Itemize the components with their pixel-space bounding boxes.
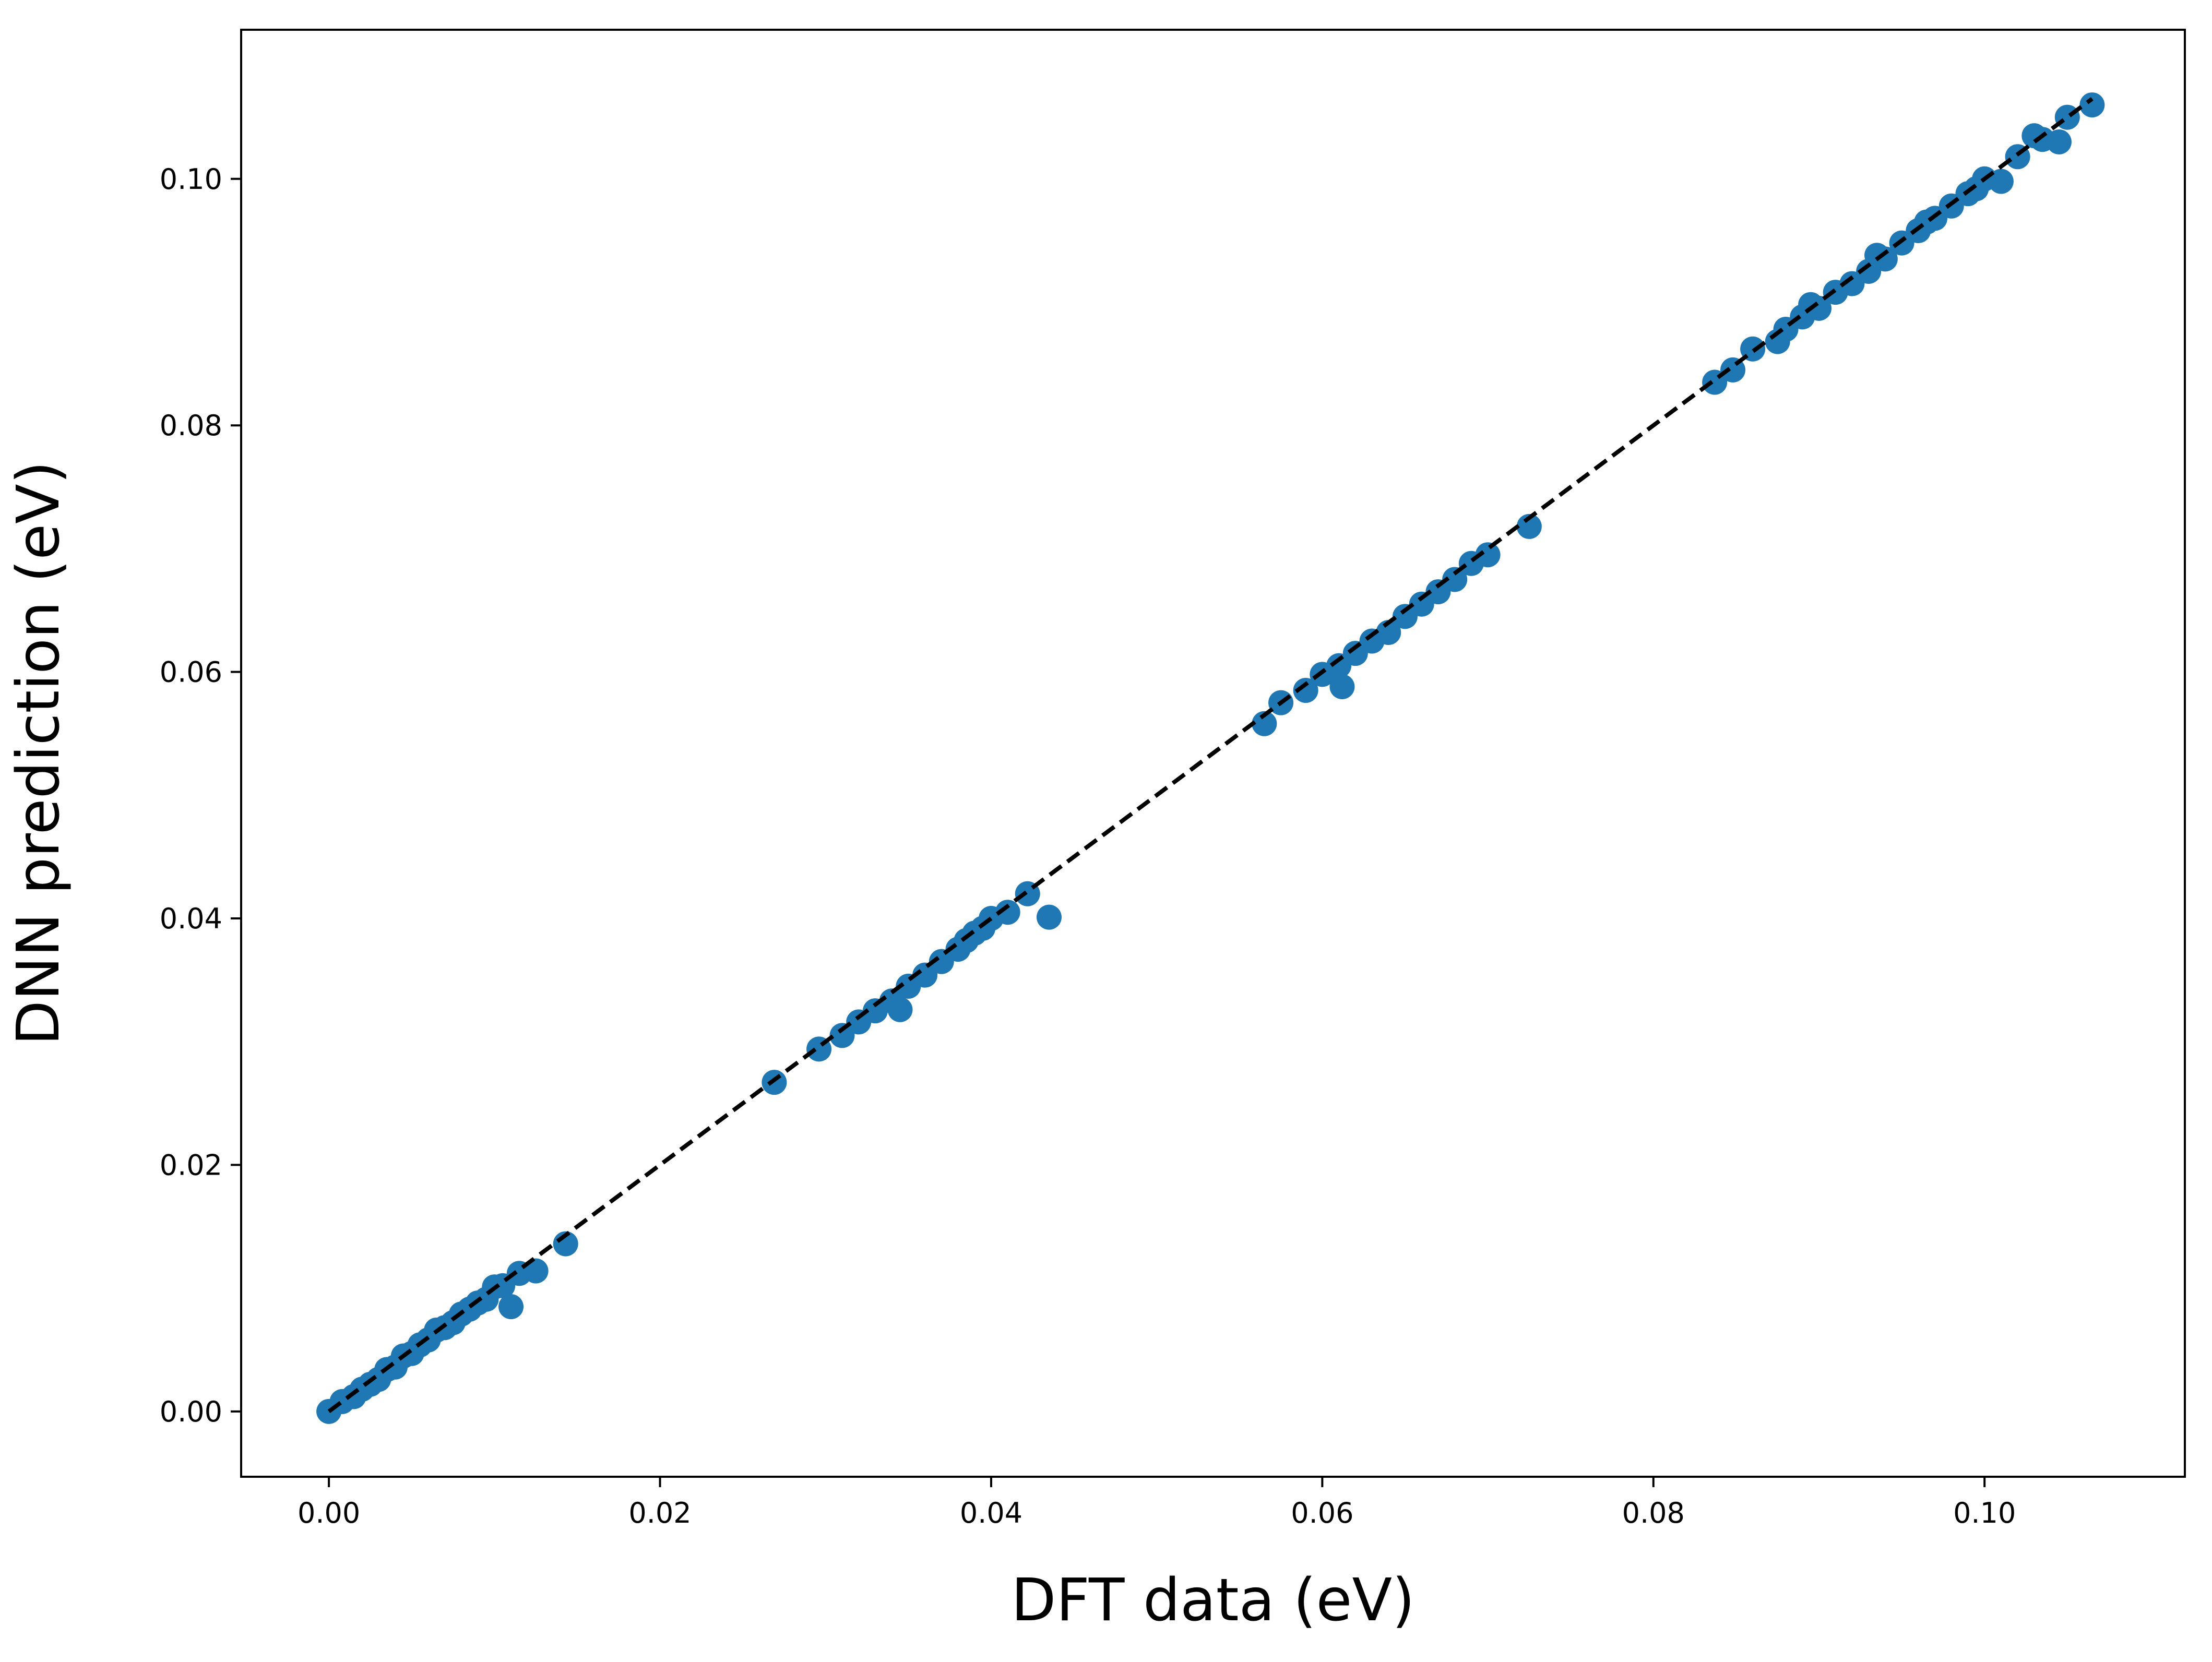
x-tick-label: 0.02 (628, 1497, 691, 1529)
y-axis-label: DNN prediction (eV) (5, 461, 73, 1046)
data-point (1806, 295, 1832, 321)
x-tick-label: 0.10 (1953, 1497, 2016, 1529)
data-point (1036, 904, 1062, 930)
y-axis-ticks: 0.00 0.02 0.04 0.06 0.08 0.10 (160, 163, 241, 1428)
data-point (1329, 674, 1355, 699)
y-tick-label: 0.02 (160, 1149, 222, 1181)
reference-line (327, 97, 2094, 1414)
data-point (995, 900, 1020, 925)
data-point (1516, 513, 1542, 539)
data-point (1475, 542, 1501, 568)
y-tick-label: 0.00 (160, 1395, 222, 1428)
x-axis-label: DFT data (eV) (1011, 1567, 1415, 1634)
data-point (1442, 567, 1468, 592)
data-point (2046, 129, 2072, 154)
x-tick-label: 0.08 (1622, 1497, 1685, 1529)
data-point (523, 1258, 549, 1284)
x-axis-ticks: 0.00 0.02 0.04 0.06 0.08 0.10 (298, 1477, 2016, 1529)
data-point (1872, 246, 1898, 272)
x-tick-label: 0.00 (298, 1497, 360, 1529)
x-tick-label: 0.04 (960, 1497, 1022, 1529)
y-tick-label: 0.06 (160, 656, 222, 689)
data-point (2079, 92, 2105, 118)
plot-area-frame (240, 29, 2186, 1478)
x-tick-label: 0.06 (1291, 1497, 1353, 1529)
y-tick-label: 0.04 (160, 902, 222, 935)
data-point (1252, 711, 1277, 736)
y-tick-label: 0.10 (160, 163, 222, 196)
data-point (829, 1023, 855, 1048)
data-point (498, 1294, 524, 1320)
data-point (1376, 620, 1401, 645)
y-tick-label: 0.08 (160, 409, 222, 442)
data-point (912, 962, 938, 988)
data-point (887, 997, 913, 1022)
data-point (1293, 678, 1318, 703)
data-point (1988, 169, 2014, 194)
